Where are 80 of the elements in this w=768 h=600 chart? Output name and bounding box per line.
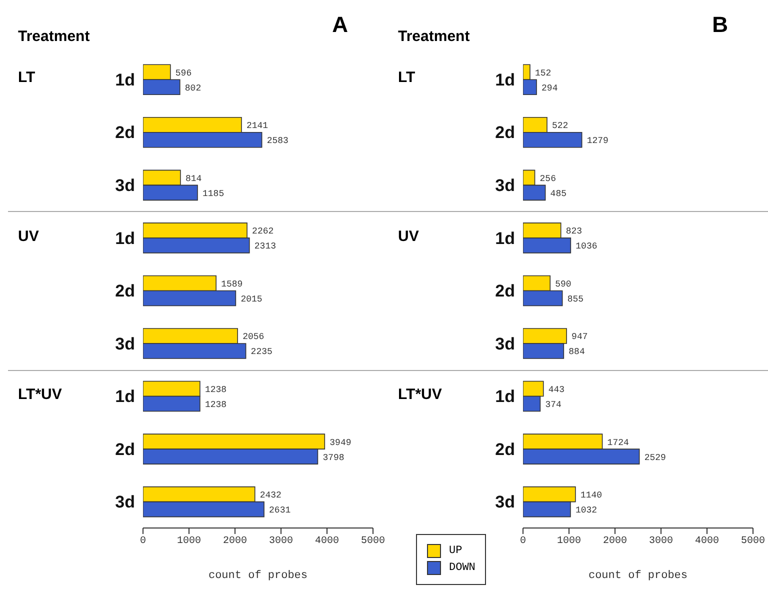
data-label: 802 <box>184 83 202 94</box>
x-tick-label: 0 <box>140 536 146 548</box>
legend-label: DOWN <box>449 562 476 574</box>
data-label: 2056 <box>242 332 264 342</box>
data-label: 3949 <box>330 438 352 448</box>
data-label: 2432 <box>260 490 282 501</box>
data-label: 152 <box>534 68 552 78</box>
data-label: 522 <box>552 121 568 132</box>
data-label: 823 <box>566 226 582 237</box>
data-label: 2313 <box>254 242 276 252</box>
text: UV <box>398 228 419 245</box>
data-label: 2235 <box>250 347 272 358</box>
data-label: 1140 <box>580 490 602 501</box>
data-label: 256 <box>540 174 556 184</box>
y-tick-label: 3d <box>495 492 515 512</box>
text: LT*UV <box>18 386 62 404</box>
y-tick-label: 2d <box>115 440 135 459</box>
y-tick-label: 1d <box>495 228 515 248</box>
data-label: 2583 <box>266 136 288 146</box>
data-label: 1724 <box>607 438 629 448</box>
data-label: 1589 <box>221 279 243 290</box>
data-label: 485 <box>550 188 567 199</box>
data-label: 1238 <box>204 400 227 410</box>
data-label: 884 <box>568 347 585 358</box>
y-tick-label: 3d <box>495 334 515 354</box>
y-tick-label: 2d <box>495 282 515 301</box>
y-tick-label: 1d <box>495 387 515 406</box>
y-tick-label: 1d <box>115 70 135 90</box>
text: LT <box>18 69 36 86</box>
data-label: 1238 <box>204 384 227 395</box>
x-tick-label: 2000 <box>222 536 248 548</box>
chart-title: A <box>332 12 348 38</box>
text: Treatment <box>18 28 90 45</box>
x-tick-label: 2000 <box>602 536 628 548</box>
data-label: 855 <box>567 294 584 304</box>
y-tick-label: 1d <box>115 228 135 248</box>
data-label: 1036 <box>576 242 598 252</box>
y-tick-label: 3d <box>115 492 135 512</box>
y-tick-label: 2d <box>495 440 515 459</box>
data-label: 443 <box>548 384 565 395</box>
data-label: 596 <box>175 68 192 78</box>
data-label: 814 <box>185 174 202 184</box>
y-tick-label: 3d <box>495 176 515 195</box>
text: UV <box>18 228 39 245</box>
data-label: 2631 <box>269 506 291 516</box>
legend-label: UP <box>449 545 462 557</box>
data-label: 2141 <box>246 121 268 132</box>
data-label: 2015 <box>240 294 262 304</box>
text: LT*UV <box>398 386 442 404</box>
y-tick-label: 2d <box>115 123 135 142</box>
data-label: 1032 <box>575 506 598 516</box>
y-tick-label: 3d <box>115 334 135 354</box>
data-label: 3798 <box>322 452 344 463</box>
data-label: 590 <box>555 279 572 290</box>
data-label: 947 <box>572 332 588 342</box>
x-tick-label: 1000 <box>176 536 202 548</box>
text: LT <box>398 69 416 86</box>
y-tick-label: 3d <box>115 176 135 195</box>
data-label: 2529 <box>644 452 666 463</box>
x-axis-title: count of probes <box>208 570 308 582</box>
y-tick-label: 2d <box>115 282 135 301</box>
data-label: 2262 <box>252 226 274 237</box>
x-tick-label: 3000 <box>268 536 294 548</box>
data-label: 374 <box>545 400 562 410</box>
y-tick-label: 2d <box>495 123 515 142</box>
text: Treatment <box>398 28 470 45</box>
data-label: 1279 <box>586 136 608 146</box>
x-tick-label: 5000 <box>360 536 386 548</box>
x-tick-label: 4000 <box>314 536 340 548</box>
data-label: 294 <box>542 83 558 94</box>
y-tick-label: 1d <box>115 387 135 406</box>
x-tick-label: 4000 <box>694 536 720 548</box>
y-tick-label: 1d <box>495 70 515 90</box>
x-tick-label: 0 <box>520 536 526 548</box>
x-tick-label: 3000 <box>648 536 674 548</box>
x-axis-title: count of probes <box>588 570 688 582</box>
data-label: 1185 <box>202 188 224 199</box>
x-tick-label: 5000 <box>740 536 766 548</box>
x-tick-label: 1000 <box>556 536 582 548</box>
chart-title: B <box>712 12 728 38</box>
